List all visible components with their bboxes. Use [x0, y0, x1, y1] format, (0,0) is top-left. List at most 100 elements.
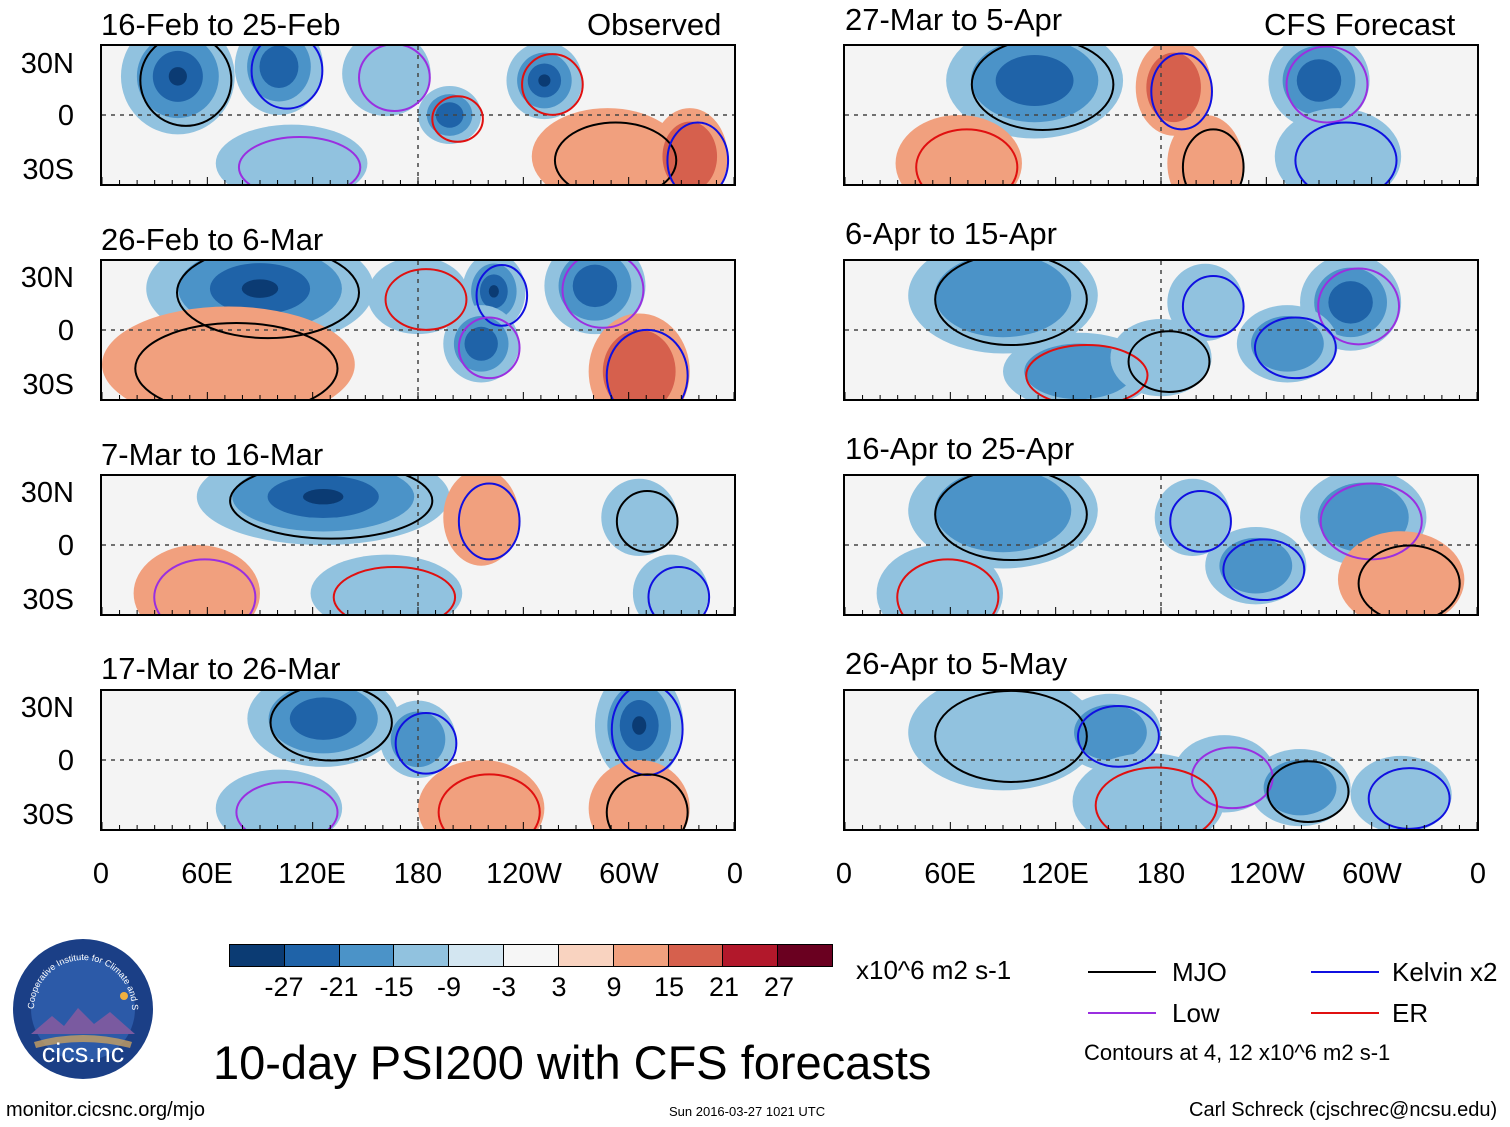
anomaly-contour-fill [302, 488, 344, 505]
mode-contour [139, 46, 233, 127]
x-tick-left-60w: 60W [599, 858, 659, 890]
mode-contour [934, 476, 1088, 562]
x-tick-right-180: 180 [1136, 858, 1186, 890]
panel-title-4: 17-Mar to 26-Mar [101, 651, 341, 686]
colorbar-tick-5: -3 [491, 972, 517, 1002]
panel-title-5: 27-Mar to 5-Apr [845, 2, 1063, 37]
anomaly-contour-fill [1328, 281, 1373, 324]
map-panel-7 [843, 474, 1479, 616]
mode-contour [1181, 275, 1245, 338]
map-panel-2 [100, 259, 736, 401]
anomaly-contour-fill [632, 554, 709, 614]
colorbar-swatch-10 [723, 945, 779, 966]
mode-contour [229, 476, 434, 540]
anomaly-contour-fill [1024, 343, 1134, 399]
colorbar-tick-1: -27 [264, 972, 304, 1002]
colorbar-units: x10^6 m2 s-1 [856, 955, 1012, 985]
mode-contour [269, 691, 393, 762]
mode-contour [153, 558, 257, 614]
y-tick-30s-1: 30S [22, 154, 74, 186]
y-tick-30s-4: 30S [22, 799, 74, 831]
legend-label-er: ER [1392, 998, 1429, 1028]
mode-contour [1127, 330, 1211, 393]
x-tick-left-180: 180 [393, 858, 443, 890]
panel-title-6: 6-Apr to 15-Apr [845, 216, 1057, 251]
legend-line-mjo [1088, 971, 1156, 973]
colorbar-swatch-8 [613, 945, 669, 966]
anomaly-contour-fill [342, 46, 431, 117]
y-tick-0-1: 0 [57, 100, 74, 132]
anomaly-contour-fill [289, 697, 357, 740]
anomaly-contour-fill [1146, 52, 1201, 123]
anomaly-contour-fill [443, 476, 520, 566]
colorbar-swatch-3 [339, 945, 395, 966]
mode-contour [1253, 316, 1337, 380]
anomaly-contour-fill [418, 760, 545, 829]
mode-contour [553, 121, 678, 184]
mode-contour [605, 773, 689, 829]
mode-contour [394, 711, 458, 775]
anomaly-contour-fill [215, 769, 343, 829]
anomaly-contour-fill [538, 74, 551, 87]
anomaly-contour-fill [1263, 759, 1337, 816]
panel-map-svg [845, 691, 1477, 829]
anomaly-contour-fill [908, 691, 1098, 791]
legend-label-mjo: MJO [1172, 957, 1227, 987]
cics-logo: Cooperative Institute for Climate and Sa… [12, 938, 153, 1079]
mode-contour [332, 565, 457, 614]
mode-contour [134, 321, 339, 399]
mode-contour [666, 121, 730, 184]
anomaly-contour-fill [168, 67, 187, 86]
mode-contour [970, 46, 1115, 132]
anomaly-contour-fill [662, 121, 718, 184]
logo-text: cics.nc [42, 1038, 125, 1068]
legend-line-low [1088, 1012, 1156, 1014]
footer-author: Carl Schreck (cjschrec@ncsu.edu) [1189, 1099, 1498, 1121]
mode-contour [605, 328, 689, 399]
anomaly-contour-fill [572, 264, 618, 308]
mode-contour [1222, 538, 1306, 602]
x-tick-right-360: 0 [1469, 858, 1487, 890]
mode-contour [237, 135, 362, 184]
mode-contour [561, 261, 645, 329]
mode-contour [934, 691, 1088, 783]
x-tick-left-120e: 120E [278, 858, 346, 890]
anomaly-contour-fill [995, 54, 1074, 107]
x-tick-left-60e: 60E [181, 858, 233, 890]
colorbar-tick-9: 21 [708, 972, 740, 1002]
x-tick-right-120e: 120E [1021, 858, 1089, 890]
legend-line-kelvin [1311, 971, 1379, 973]
anomaly-contour-fill [934, 261, 1072, 338]
anomaly-contour-fill [1250, 315, 1324, 372]
colorbar-tick-6: 3 [551, 972, 567, 1002]
colorbar-swatch-7 [558, 945, 614, 966]
panel-map-svg [102, 691, 734, 829]
colorbar-swatch-6 [504, 945, 559, 966]
x-tick-left-0: 0 [92, 858, 110, 890]
mode-contour [437, 773, 541, 829]
y-tick-30n-3: 30N [20, 477, 74, 509]
anomaly-contour-fill [588, 760, 690, 829]
y-tick-30n-4: 30N [20, 692, 74, 724]
anomaly-contour-fill [934, 476, 1072, 553]
x-tick-right-120w: 120W [1229, 858, 1305, 890]
panel-title-7: 16-Apr to 25-Apr [845, 431, 1075, 466]
contour-note: Contours at 4, 12 x10^6 m2 s-1 [1084, 1040, 1391, 1065]
colorbar-tick-10: 27 [763, 972, 795, 1002]
observed-label: Observed [587, 7, 722, 42]
panel-title-8: 26-Apr to 5-May [845, 646, 1068, 681]
footer-url[interactable]: monitor.cicsnc.org/mjo [6, 1099, 205, 1121]
anomaly-contour-fill [435, 102, 464, 128]
mode-contour [1094, 766, 1219, 829]
panel-title-1: 16-Feb to 25-Feb [101, 7, 341, 42]
panel-map-svg [102, 46, 734, 184]
mode-contour [1357, 544, 1461, 614]
anomaly-contour-fill [488, 285, 499, 298]
anomaly-contour-fill [632, 716, 647, 735]
panel-map-svg [845, 476, 1477, 614]
anomaly-contour-fill [1296, 59, 1342, 102]
colorbar-tick-4: -9 [436, 972, 462, 1002]
x-tick-right-60w: 60W [1342, 858, 1402, 890]
anomaly-contour-fill [241, 279, 279, 298]
x-tick-left-120w: 120W [486, 858, 562, 890]
